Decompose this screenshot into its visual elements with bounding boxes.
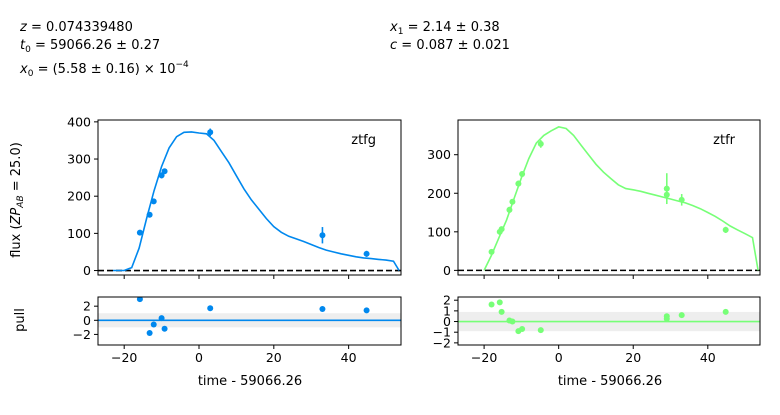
flux-ztfg-band-label: ztfg [351, 133, 376, 148]
flux-ztfr-point [488, 248, 495, 255]
pull-ztfr-ytick-label: 0 [443, 314, 451, 329]
pull-ztfg-xtick-label: 40 [341, 350, 357, 365]
param-c: c = 0.087 ± 0.021 [390, 38, 510, 53]
flux-ztfg-ytick-label: 400 [67, 114, 91, 129]
flux-ztfg-point [319, 232, 326, 239]
flux-ztfg-ytick-label: 300 [67, 152, 91, 167]
pull-ztfr-point [519, 326, 526, 332]
pull-ztfr-plot-area [458, 299, 760, 335]
pull-ztfr-point [722, 308, 729, 315]
pull-ztfg-point [146, 330, 153, 336]
param-z: z = 0.074339480 [19, 20, 133, 35]
pull-ztfg-point [319, 306, 326, 312]
pull-ztfr-point [496, 299, 503, 306]
pull-ztfg-point [150, 321, 157, 328]
flux-ztfr-point [519, 170, 526, 177]
flux-ztfr-point [537, 140, 544, 147]
flux-ztfr-model-curve [483, 126, 759, 271]
pull-ylabel: pull [13, 308, 28, 332]
pull-ztfg-panel: −20 0 20 40−202 [73, 296, 402, 365]
pull-ztfg-plot-area [98, 297, 401, 336]
pull-ztfr-ytick-label: −1 [433, 325, 451, 340]
flux-ztfr-point [663, 185, 670, 192]
pull-ztfg-xtick-label: 0 [195, 350, 203, 365]
flux-ztfg-plot-area [98, 128, 401, 272]
pull-ztfr-ytick-label: 1 [443, 303, 451, 318]
flux-ztfg-point [150, 198, 157, 205]
pull-ztfr-point [663, 315, 670, 322]
pull-ztfr-ytick-label: 2 [443, 293, 451, 308]
flux-ztfr-axes-frame [457, 119, 761, 276]
pull-ztfg-xtick-label: 20 [266, 350, 282, 365]
flux-ztfr-panel: 0 100 200 300 ztfr [427, 119, 761, 279]
flux-ztfr-band-label: ztfr [713, 133, 735, 148]
pull-ztfr-axes-frame [457, 296, 761, 346]
pull-ztfr-xtick-label: 0 [555, 350, 563, 365]
pull-ztfg-xtick-label: −20 [111, 350, 137, 365]
pull-ztfr-point [678, 312, 685, 319]
pull-ztfg-point [207, 305, 214, 312]
flux-ztfg-model-curve [113, 131, 400, 272]
pull-ztfg-point [136, 297, 143, 303]
pull-ztfr-ytick-label: −2 [433, 335, 451, 350]
pull-ztfg-ytick-label: 0 [83, 313, 91, 328]
flux-ylabel: flux (ZPAB = 25.0) [9, 142, 26, 258]
pull-ztfg-ytick-label: 2 [83, 299, 91, 314]
flux-ztfr-point [515, 180, 522, 187]
pull-ztfr-point [498, 308, 505, 315]
pull-ztfr-point [537, 327, 544, 334]
flux-ztfg-panel: 0 100 200 300 400 ztfg [67, 114, 402, 279]
pull-ztfg-point [161, 325, 168, 332]
flux-ztfr-ytick-label: 100 [427, 224, 451, 239]
xlabel-left: time - 59066.26 [198, 374, 302, 389]
flux-ztfg-point [146, 211, 153, 218]
flux-ztfr-point [678, 196, 685, 203]
pull-ztfg-point [158, 315, 165, 322]
xlabel-right: time - 59066.26 [558, 374, 662, 389]
flux-ztfr-point [506, 206, 513, 213]
pull-ztfg-point [363, 307, 370, 314]
flux-ztfr-ytick-label: 300 [427, 147, 451, 162]
flux-ztfr-ytick-label: 0 [443, 263, 451, 278]
flux-ztfr-point [498, 226, 505, 233]
flux-ztfr-point [663, 191, 670, 198]
flux-ztfr-point [509, 198, 516, 205]
fit-parameters: z = 0.074339480 t0 = 59066.26 ± 0.27 x0 … [19, 20, 510, 79]
pull-ztfr-xtick-label: 40 [700, 350, 716, 365]
flux-ztfg-axes-frame [97, 119, 402, 276]
param-x0: x0 = (5.58 ± 0.16) × 10−4 [19, 60, 189, 79]
pull-ztfr-point [509, 318, 516, 325]
flux-ztfg-point [136, 229, 143, 236]
pull-ztfg-ytick-label: −2 [73, 327, 91, 342]
flux-ztfg-point [207, 129, 214, 136]
flux-ztfg-point [161, 168, 168, 175]
flux-ztfg-ytick-label: 200 [67, 189, 91, 204]
flux-ztfg-point [363, 250, 370, 257]
flux-ztfr-ytick-label: 200 [427, 186, 451, 201]
pull-ztfr-xtick-label: −20 [471, 350, 497, 365]
flux-ztfr-point [722, 226, 729, 233]
flux-ztfr-plot-area [458, 126, 760, 272]
pull-ztfr-xtick-label: 20 [625, 350, 641, 365]
flux-ztfg-ytick-label: 0 [83, 263, 91, 278]
pull-ztfr-point [488, 301, 495, 308]
pull-ztfg-axes-frame [97, 296, 402, 346]
param-x1: x1 = 2.14 ± 0.38 [389, 20, 500, 37]
flux-ztfg-ytick-label: 100 [67, 226, 91, 241]
param-t0: t0 = 59066.26 ± 0.27 [20, 38, 160, 55]
